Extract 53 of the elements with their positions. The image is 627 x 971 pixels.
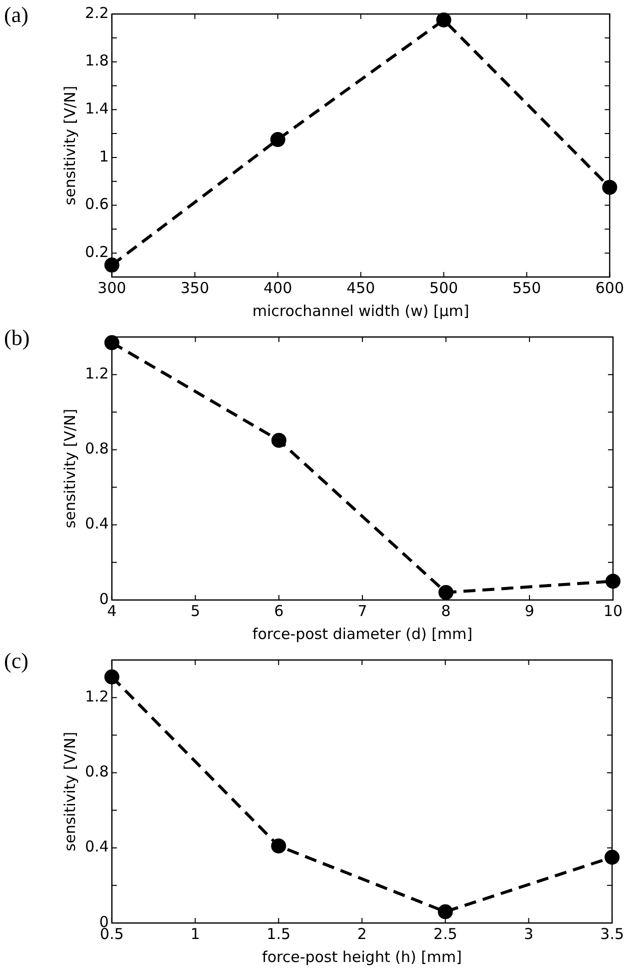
y-tick-label: 0 [99,590,109,608]
x-tick-label: 5 [190,602,200,620]
x-tick-label: 3 [524,924,534,943]
x-tick-label: 9 [524,602,534,620]
x-tick-label: 8 [441,602,451,620]
x-tick-label: 500 [429,278,458,297]
y-tick-label: 1.8 [84,52,109,70]
x-tick-label: 1 [190,924,200,943]
y-tick-label: 0.4 [84,838,109,856]
x-tick-label: 3.5 [600,924,624,943]
point [104,335,120,350]
point [438,904,453,920]
y-tick-label: 0.8 [84,440,109,458]
y-tick-label: 0.8 [84,762,109,781]
point [104,258,120,273]
point [104,669,120,684]
x-tick-label: 7 [358,602,368,620]
y-tick-label: 0.2 [84,242,109,261]
x-tick-label: 550 [512,278,542,297]
point [270,132,286,148]
x-tick-label: 10 [603,602,623,620]
point [271,432,286,448]
y-tick-label: 2.2 [84,4,109,22]
y-tick-label: 1.4 [84,100,109,118]
x-tick-label: 400 [263,278,292,297]
y-tick-label: 1.2 [84,364,109,382]
text: (b) [4,325,30,351]
y-tick-label: 1 [99,147,109,166]
x-tick-label: 450 [346,278,376,297]
x-tick-label: 4 [107,602,117,620]
x-axis-title: force-post height (h) [mm] [262,948,462,966]
x-tick-label: 6 [274,602,284,620]
y-tick-label: 1.2 [84,687,109,706]
x-tick-label: 1.5 [266,924,291,943]
point [606,574,620,589]
x-tick-label: 350 [180,278,210,297]
text: (a) [4,2,28,28]
point [604,850,620,865]
x-tick-label: 300 [98,278,126,297]
point [271,838,286,854]
y-axis-title: sensitivity [V/N] [60,732,79,852]
point [438,584,454,600]
x-axis-title: force-post diameter (d) [mm] [252,624,472,643]
x-axis-title: microchannel width (w) [μm] [252,302,470,320]
y-axis-title: sensitivity [V/N] [60,86,79,206]
x-tick-label: 2.5 [433,924,458,943]
x-tick-label: 2 [357,924,367,943]
y-axis-title: sensitivity [V/N] [60,408,79,528]
y-tick-label: 0.6 [84,195,109,214]
y-tick-label: 0.4 [84,514,109,533]
x-tick-label: 600 [595,278,624,297]
point [436,12,452,28]
text: (c) [4,648,28,674]
